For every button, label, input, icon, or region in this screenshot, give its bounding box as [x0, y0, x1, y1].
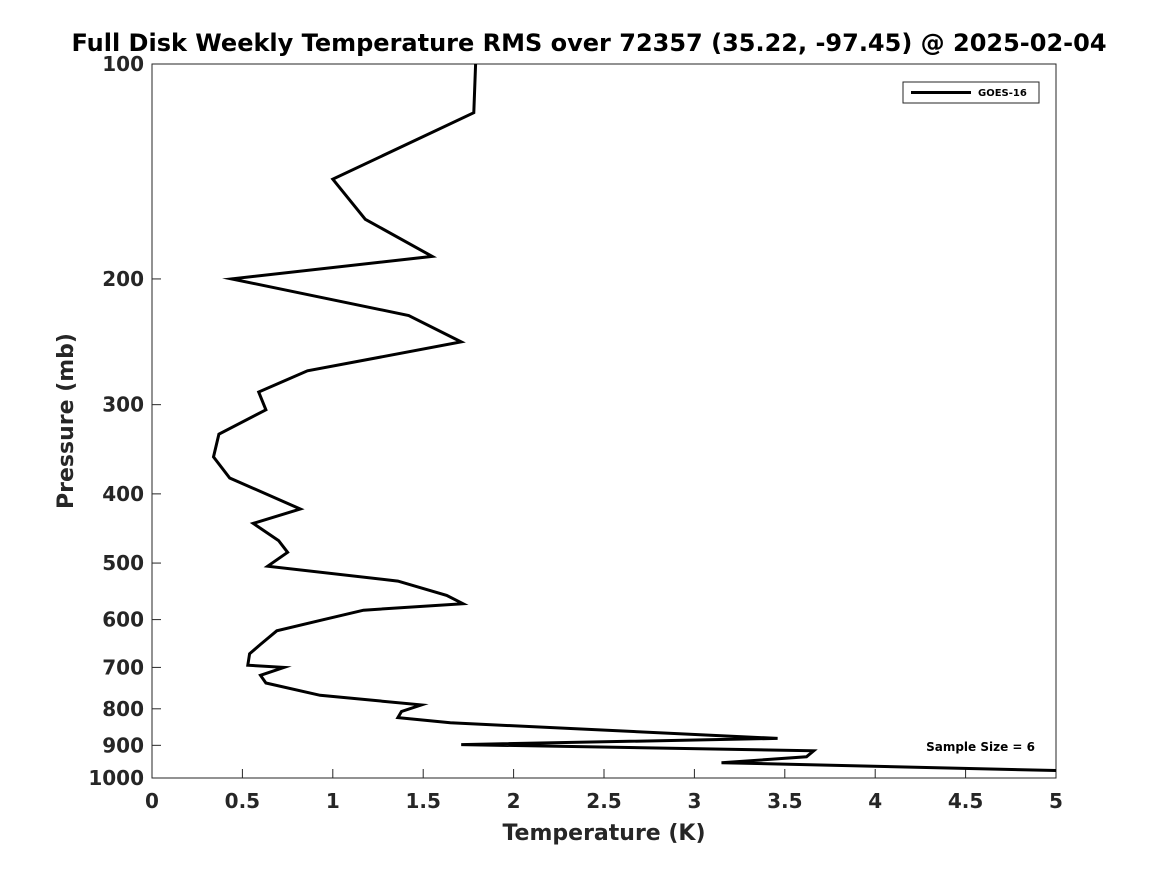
x-axis-label: Temperature (K)	[502, 821, 705, 846]
y-tick-label: 700	[102, 655, 144, 679]
x-tick-label: 0.5	[225, 789, 260, 813]
x-tick-label: 5	[1049, 789, 1063, 813]
x-tick-label: 4	[868, 789, 882, 813]
y-tick-label: 900	[102, 733, 144, 757]
plot-area: 0 0.5 1 1.5 2 2.5 3 3.5 4 4.5 5 100 200 300 400 500 600…	[88, 52, 1063, 813]
axes-box	[151, 63, 1057, 779]
legend-entry-goes-16: GOES-16	[978, 88, 1027, 99]
x-tick-label: 1.5	[405, 789, 440, 813]
x-tick-label: 3	[687, 789, 701, 813]
x-tick-label: 4.5	[948, 789, 983, 813]
x-tick-label: 2.5	[586, 789, 621, 813]
y-tick-label: 200	[102, 267, 144, 291]
y-tick-label: 100	[102, 52, 144, 76]
y-tick-label: 800	[102, 697, 144, 721]
y-tick-label: 1000	[88, 766, 144, 790]
y-axis-label: Pressure (mb)	[54, 333, 79, 509]
x-tick-label: 0	[145, 789, 159, 813]
x-tick-label: 2	[507, 789, 521, 813]
x-tick-label: 3.5	[767, 789, 802, 813]
series-line-goes-16	[211, 63, 1057, 772]
legend: GOES-16	[902, 81, 1040, 104]
series-layer	[211, 63, 1057, 772]
x-axis-ticks: 0 0.5 1 1.5 2 2.5 3 3.5 4 4.5 5	[145, 769, 1063, 813]
y-tick-label: 300	[102, 393, 144, 417]
y-tick-label: 500	[102, 551, 144, 575]
sample-size-annotation: Sample Size = 6	[926, 740, 1035, 754]
y-tick-label: 600	[102, 608, 144, 632]
y-tick-label: 400	[102, 482, 144, 506]
x-tick-label: 1	[326, 789, 340, 813]
y-axis-ticks: 100 200 300 400 500 600 700 800 900 1000	[88, 52, 161, 790]
chart-title: Full Disk Weekly Temperature RMS over 72…	[71, 29, 1106, 57]
